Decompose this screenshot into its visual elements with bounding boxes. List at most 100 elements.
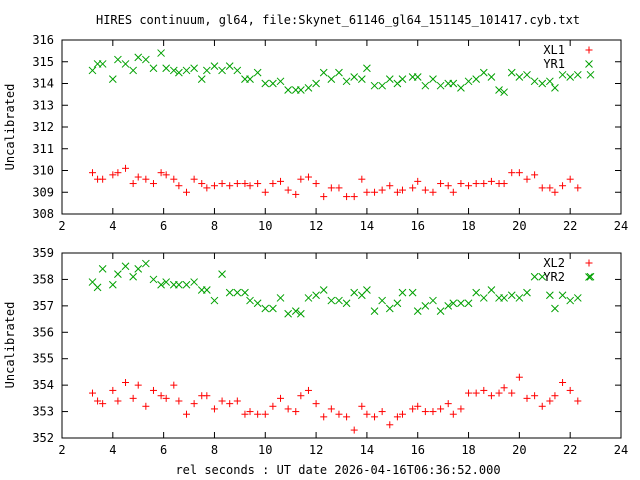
point-yr2 — [218, 270, 226, 278]
bottom-x-tick-label: 12 — [309, 443, 323, 457]
bottom-y-tick-label: 355 — [32, 352, 54, 366]
bottom-y-tick-label: 357 — [32, 299, 54, 313]
point-yr1 — [218, 66, 226, 75]
point-xl1 — [114, 169, 122, 177]
point-yr1 — [141, 55, 150, 64]
point-xl2 — [175, 397, 183, 405]
bottom-x-tick-label: 6 — [160, 443, 167, 457]
point-yr1 — [210, 62, 219, 70]
point-yr1 — [350, 73, 359, 81]
point-xl1 — [269, 180, 277, 188]
point-yr2 — [449, 299, 458, 308]
point-xl1 — [414, 177, 422, 185]
point-yr1 — [162, 64, 171, 73]
point-xl2 — [480, 386, 488, 394]
point-yr1 — [449, 79, 458, 88]
point-xl1 — [531, 171, 539, 179]
point-yr1 — [335, 68, 343, 77]
point-xl2 — [297, 392, 305, 400]
top-y-tick-label: 309 — [32, 185, 54, 199]
point-yr2 — [479, 294, 488, 302]
point-yr1 — [175, 68, 183, 77]
top-x-tick-label: 24 — [614, 219, 628, 233]
point-xl2 — [134, 381, 142, 389]
point-xl1 — [472, 180, 480, 188]
point-yr1 — [523, 70, 531, 79]
point-xl1 — [350, 193, 358, 201]
point-yr2 — [269, 304, 277, 313]
point-xl1 — [523, 175, 531, 183]
point-xl2 — [508, 389, 516, 397]
point-xl2 — [312, 400, 320, 408]
legend-marker-xl2 — [585, 259, 593, 267]
point-xl1 — [297, 175, 305, 183]
point-xl2 — [487, 392, 495, 400]
point-xl2 — [358, 402, 366, 410]
point-yr1 — [108, 75, 117, 84]
point-yr1 — [457, 83, 465, 92]
point-yr2 — [515, 294, 524, 302]
point-xl2 — [515, 373, 523, 381]
point-yr2 — [246, 296, 254, 305]
point-yr1 — [157, 49, 165, 57]
legend-label-xl1: XL1 — [543, 43, 565, 57]
point-xl1 — [429, 188, 437, 196]
point-xl2 — [246, 408, 254, 416]
top-plot-panel: 2 4 6 8 10 12 14 16 18 20 22 2430830931031131231331… — [3, 33, 628, 233]
bottom-y-tick-label: 354 — [32, 378, 54, 392]
point-yr1 — [515, 73, 524, 81]
point-xl2 — [559, 379, 567, 386]
point-xl2 — [129, 394, 137, 402]
point-yr1 — [393, 79, 402, 88]
point-yr2 — [129, 272, 137, 281]
point-yr1 — [413, 73, 422, 81]
point-xl2 — [88, 389, 96, 397]
point-yr2 — [202, 286, 211, 294]
top-y-tick-label: 311 — [32, 142, 54, 156]
point-xl2 — [241, 410, 249, 418]
point-xl1 — [261, 188, 269, 196]
point-yr1 — [479, 68, 488, 77]
point-yr2 — [190, 278, 198, 286]
point-yr2 — [261, 304, 270, 313]
top-x-tick-label: 22 — [563, 219, 577, 233]
point-xl2 — [277, 394, 285, 402]
top-plot-frame — [61, 39, 622, 215]
point-xl1 — [487, 177, 495, 185]
point-yr1 — [385, 75, 394, 84]
top-x-tick-label: 4 — [109, 219, 116, 233]
point-yr2 — [530, 272, 539, 281]
point-xl2 — [393, 413, 401, 421]
point-xl1 — [254, 180, 262, 188]
point-xl1 — [203, 184, 211, 192]
bottom-x-tick-label: 20 — [512, 443, 526, 457]
point-yr1 — [507, 68, 516, 77]
point-xl1 — [312, 180, 320, 188]
top-y-tick-label: 315 — [32, 55, 54, 69]
legend-label-xl2: XL2 — [543, 256, 565, 270]
point-yr2 — [291, 307, 300, 315]
bottom-x-tick-label: 16 — [411, 443, 425, 457]
point-yr1 — [546, 77, 554, 86]
top-plot-axes: 2 4 6 8 10 12 14 16 18 20 22 2430830931031131231331… — [32, 33, 628, 233]
point-xl2 — [429, 408, 437, 416]
point-xl1 — [233, 180, 241, 188]
point-yr2 — [408, 288, 417, 297]
point-xl2 — [437, 405, 445, 413]
point-yr2 — [296, 309, 305, 318]
point-yr2 — [225, 288, 234, 297]
bottom-x-tick-label: 22 — [563, 443, 577, 457]
point-yr2 — [573, 294, 582, 302]
point-yr1 — [169, 66, 178, 75]
point-yr2 — [370, 307, 379, 315]
point-yr2 — [233, 288, 242, 297]
point-yr1 — [284, 86, 292, 94]
point-xl2 — [500, 384, 508, 392]
point-yr2 — [108, 280, 117, 289]
bottom-y-tick-label: 352 — [32, 431, 54, 445]
point-yr1 — [190, 64, 198, 73]
point-xl1 — [241, 180, 249, 188]
point-yr1 — [464, 77, 473, 86]
point-xl1 — [142, 175, 150, 183]
point-yr1 — [88, 66, 97, 75]
